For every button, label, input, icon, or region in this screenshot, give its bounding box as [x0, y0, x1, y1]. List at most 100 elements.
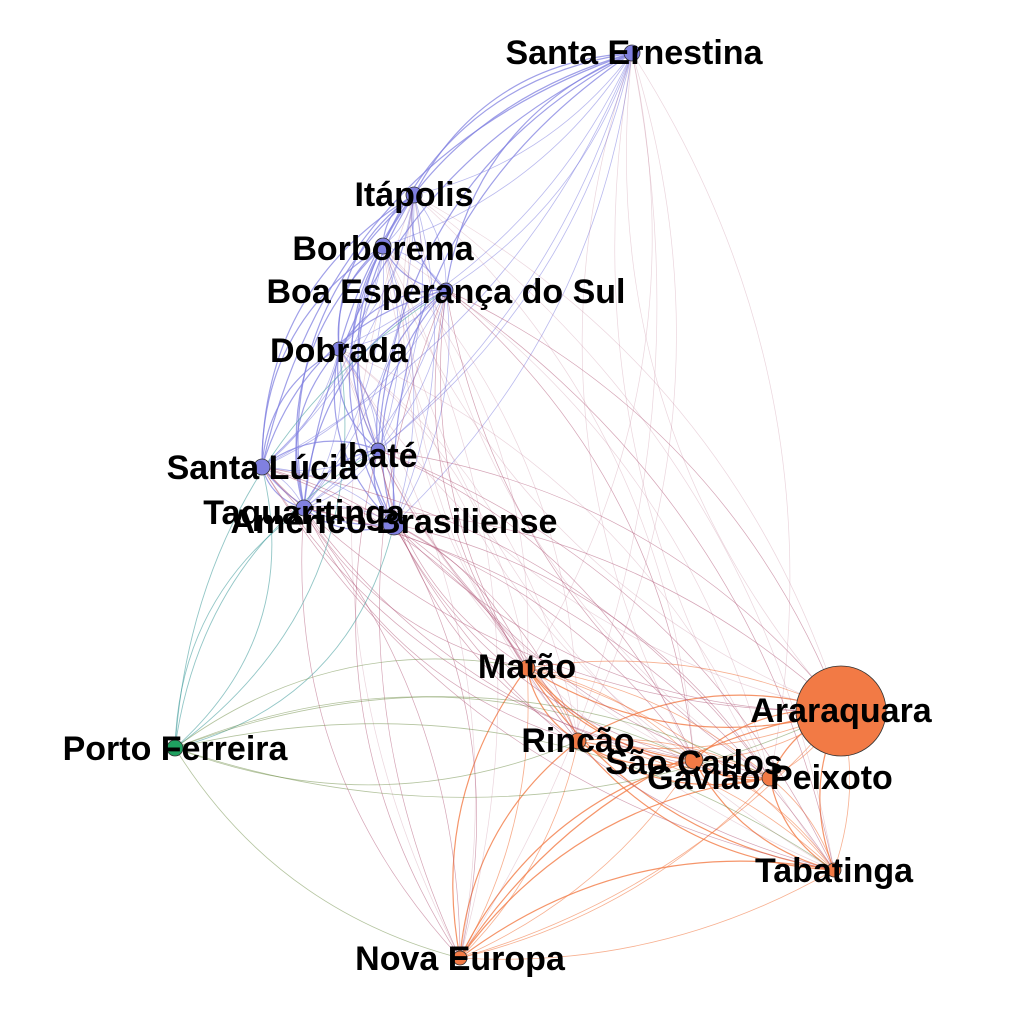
edge-boa_esperanca-porto_ferreira	[174, 289, 447, 749]
edge-ibate-tabatinga	[377, 449, 835, 871]
label-gaviao: Gavião Peixoto	[647, 759, 893, 797]
edge-ibate-araraquara	[377, 449, 842, 712]
label-porto_ferreira: Porto Ferreira	[63, 730, 289, 768]
edge-ibate-taquaritinga	[303, 449, 379, 509]
edge-santa_ernestina-itapolis	[413, 52, 633, 196]
edge-itapolis-nova_europa	[351, 194, 461, 959]
edge-dobrada-santa_lucia	[261, 348, 340, 468]
edge-santa_lucia-sao_carlos	[261, 466, 695, 761]
edge-santa_ernestina-ibate	[377, 52, 633, 451]
edge-porto_ferreira-gaviao	[174, 696, 771, 779]
edge-boa_esperanca-tabatinga	[445, 289, 835, 871]
edge-americo-matao	[393, 523, 528, 669]
edge-tabatinga-nova_europa	[459, 869, 835, 960]
edge-ibate-nova_europa	[355, 449, 461, 959]
edge-borborema-ibate	[377, 245, 400, 451]
node-porto_ferreira	[166, 739, 184, 757]
node-itapolis	[405, 186, 423, 204]
edge-tabatinga-nova_europa	[459, 860, 835, 959]
edge-santa_lucia-matao	[261, 466, 528, 669]
label-rincao: Rincão	[521, 722, 634, 760]
label-sao_carlos: São Carlos	[605, 744, 783, 782]
edge-americo-nova_europa	[393, 523, 478, 959]
edge-dobrada-gaviao	[338, 348, 771, 779]
edge-santa_ernestina-boa_esperanca	[445, 52, 633, 291]
edge-americo-porto_ferreira	[174, 523, 395, 749]
edge-ibate-sao_carlos	[377, 449, 695, 761]
edge-borborema-rincao	[382, 245, 579, 742]
edge-boa_esperanca-americo	[393, 289, 450, 525]
edge-boa_esperanca-gaviao	[445, 289, 771, 779]
edge-santa_ernestina-nova_europa	[459, 52, 658, 959]
edge-santa_lucia-americo	[261, 466, 395, 526]
edge-boa_esperanca-taquaritinga	[303, 289, 447, 509]
edge-borborema-matao	[382, 245, 529, 669]
edge-boa_esperanca-americo	[381, 289, 447, 525]
label-borborema: Borborema	[292, 230, 474, 268]
edge-itapolis-taquaritinga	[303, 194, 415, 509]
edge-borborema-boa_esperanca	[382, 245, 447, 291]
edge-santa_ernestina-ibate	[377, 52, 633, 451]
node-taquaritinga	[295, 499, 313, 517]
edge-borborema-ibate	[351, 245, 384, 451]
label-santa_ernestina: Santa Ernestina	[506, 34, 764, 72]
edge-porto_ferreira-matao	[174, 658, 528, 749]
edge-boa_esperanca-ibate	[376, 289, 447, 451]
edge-boa_esperanca-araraquara	[445, 289, 842, 712]
edge-itapolis-americo	[356, 194, 415, 525]
label-araraquara: Araraquara	[750, 692, 933, 730]
edge-sao_carlos-tabatinga	[693, 759, 835, 871]
node-boa_esperanca	[438, 282, 454, 298]
edge-ibate-porto_ferreira	[174, 449, 379, 749]
edge-itapolis-ibate	[357, 194, 415, 451]
edge-taquaritinga-araraquara	[303, 507, 842, 712]
edge-matao-sao_carlos	[526, 667, 695, 761]
edge-itapolis-gaviao	[413, 194, 771, 779]
label-boa_esperanca: Boa Esperança do Sul	[267, 273, 626, 311]
label-santa_lucia: Santa Lúcia	[167, 449, 359, 487]
edge-santa_ernestina-sao_carlos	[581, 52, 695, 761]
edge-santa_ernestina-santa_lucia	[261, 52, 633, 468]
label-itapolis: Itápolis	[354, 176, 473, 214]
edge-santa_lucia-porto_ferreira	[174, 466, 273, 749]
edge-santa_ernestina-taquaritinga	[303, 52, 633, 509]
edge-borborema-tabatinga	[382, 245, 835, 871]
label-taquaritinga: Taquaritinga	[203, 494, 406, 532]
edge-santa_ernestina-borborema	[382, 52, 633, 247]
edge-gaviao-tabatinga	[769, 777, 835, 871]
node-matao	[518, 659, 536, 677]
edge-ibate-matao	[377, 449, 528, 669]
edge-dobrada-taquaritinga	[303, 348, 342, 509]
edge-porto_ferreira-nova_europa	[174, 747, 461, 959]
edge-boa_esperanca-santa_lucia	[261, 289, 447, 468]
edge-matao-gaviao	[526, 667, 771, 779]
edge-boa_esperanca-rincao	[440, 289, 579, 742]
edges-layer	[174, 52, 851, 960]
edge-taquaritinga-sao_carlos	[303, 507, 695, 761]
edge-rincao-gaviao	[577, 740, 771, 786]
edge-dobrada-taquaritinga	[295, 348, 340, 509]
edge-taquaritinga-porto_ferreira	[174, 507, 305, 749]
edge-borborema-dobrada	[337, 245, 384, 350]
edge-santa_ernestina-boa_esperanca	[445, 52, 633, 291]
edge-taquaritinga-matao	[303, 507, 528, 669]
edge-santa_ernestina-tabatinga	[614, 52, 835, 871]
edge-gaviao-nova_europa	[459, 777, 771, 959]
edge-americo-rincao	[393, 523, 579, 742]
node-nova_europa	[452, 950, 468, 966]
edge-santa_lucia-rincao	[261, 466, 579, 742]
edge-matao-tabatinga	[526, 667, 835, 871]
edge-itapolis-americo	[393, 194, 435, 525]
label-nova_europa: Nova Europa	[355, 940, 566, 978]
edge-porto_ferreira-rincao	[174, 740, 579, 786]
edge-araraquara-nova_europa	[459, 710, 842, 959]
edge-itapolis-sao_carlos	[413, 194, 695, 761]
edge-rincao-tabatinga	[577, 740, 835, 871]
edge-dobrada-santa_lucia	[261, 348, 340, 468]
edge-sao_carlos-tabatinga	[693, 759, 835, 871]
edge-santa_ernestina-gaviao	[631, 52, 791, 779]
edge-taquaritinga-nova_europa	[301, 507, 461, 959]
edge-santa_ernestina-araraquara	[626, 52, 842, 712]
edge-itapolis-tabatinga	[413, 194, 835, 871]
edge-boa_esperanca-taquaritinga	[303, 289, 447, 509]
